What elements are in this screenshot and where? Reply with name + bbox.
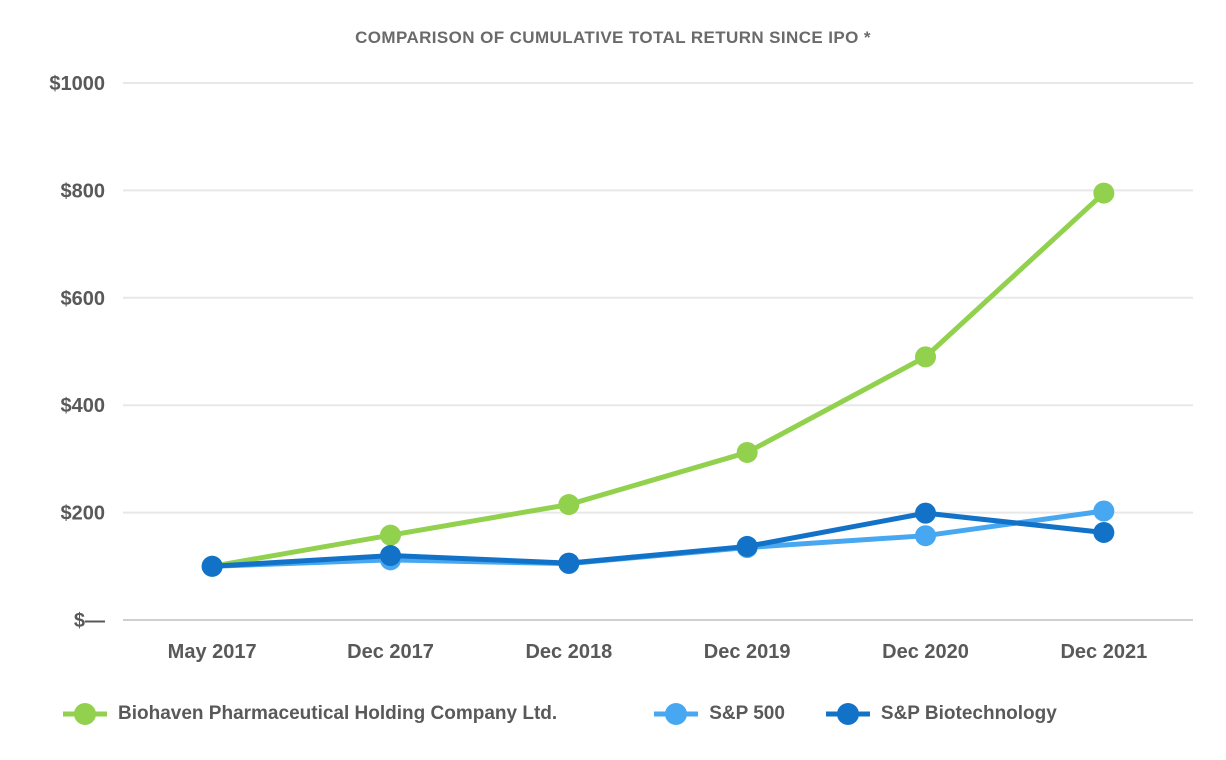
x-axis-tick-label: Dec 2020 [882,641,969,663]
legend-label: S&P 500 [709,703,785,724]
legend-marker-icon [63,703,107,725]
x-axis-tick-label: Dec 2017 [347,641,434,663]
series-line [209,510,1107,569]
series-line [209,190,1107,569]
x-axis-tick-label: Dec 2019 [704,641,791,663]
data-point-marker [380,545,401,567]
legend-item: Biohaven Pharmaceutical Holding Company … [62,701,557,727]
legend-marker-icon [825,703,870,725]
x-axis-tick-label: Dec 2021 [1060,641,1147,663]
data-point-marker [736,535,758,557]
data-point-marker [558,552,580,574]
legend-item: S&P 500 [653,701,785,727]
chart-legend: Biohaven Pharmaceutical Holding Company … [0,691,1226,737]
data-point-marker [380,524,401,546]
chart-title: COMPARISON OF CUMULATIVE TOTAL RETURN SI… [355,28,871,47]
legend-label: Biohaven Pharmaceutical Holding Company … [118,703,558,724]
y-axis-tick-label: $— [74,610,105,632]
data-point-marker [201,555,223,577]
y-axis-tick-label: $600 [61,288,106,310]
data-point-marker [1093,521,1115,543]
legend-label: S&P Biotechnology [880,703,1057,724]
data-point-marker [1093,182,1115,204]
data-point-marker [915,346,936,368]
data-point-marker [736,441,758,463]
y-axis-tick-label: $200 [61,503,106,525]
y-axis-tick-label: $800 [61,180,106,202]
legend-marker-icon [654,703,699,725]
data-point-marker [558,494,580,516]
x-axis-tick-label: Dec 2018 [525,641,612,663]
y-axis-tick-label: $400 [61,395,106,417]
data-point-marker [915,525,936,547]
y-axis-tick-label: $1000 [49,73,105,95]
data-point-marker [1093,500,1115,522]
data-point-marker [915,502,936,524]
x-axis-tick-label: May 2017 [168,641,257,663]
legend-item: S&P Biotechnology [825,701,1057,727]
